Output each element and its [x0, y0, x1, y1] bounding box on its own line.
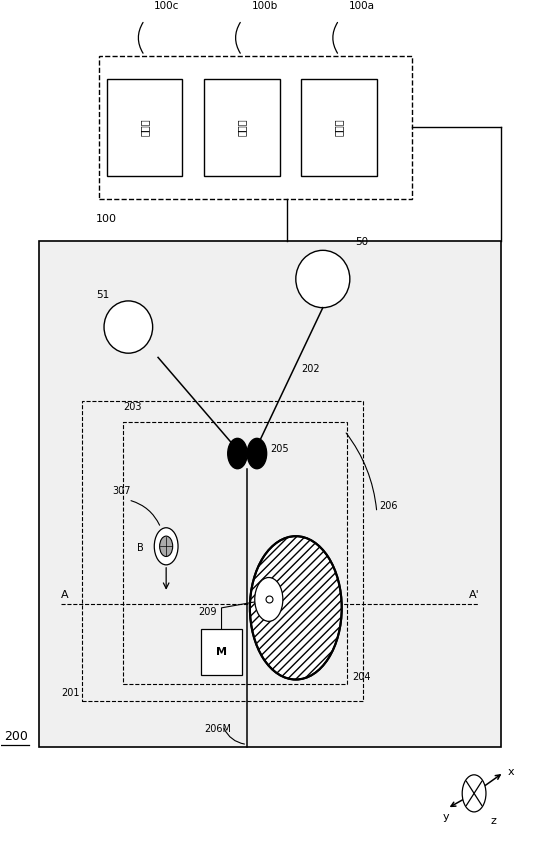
Text: 205: 205	[270, 444, 288, 455]
Text: 206M: 206M	[204, 724, 231, 734]
Text: 51: 51	[96, 289, 109, 299]
Ellipse shape	[296, 251, 350, 308]
Text: 202: 202	[301, 364, 320, 374]
Text: 50: 50	[355, 238, 368, 247]
Text: B: B	[137, 542, 143, 553]
Text: A': A'	[469, 590, 479, 601]
Text: M: M	[216, 647, 227, 657]
Text: 100b: 100b	[251, 1, 278, 11]
Text: 209: 209	[199, 607, 217, 617]
FancyBboxPatch shape	[201, 629, 242, 675]
Text: 307: 307	[112, 486, 131, 496]
Text: 203: 203	[123, 402, 141, 412]
Ellipse shape	[104, 301, 153, 353]
Text: 表示部: 表示部	[334, 118, 344, 136]
Text: 206: 206	[380, 501, 398, 511]
Circle shape	[247, 438, 267, 468]
Text: 201: 201	[61, 688, 80, 698]
Circle shape	[160, 536, 173, 557]
Text: 100a: 100a	[349, 1, 375, 11]
Circle shape	[255, 577, 283, 621]
Text: 記憶部: 記憶部	[237, 118, 247, 136]
Text: z: z	[490, 816, 496, 826]
Text: 100c: 100c	[154, 1, 180, 11]
Text: 判定部: 判定部	[140, 118, 149, 136]
Text: x: x	[508, 767, 514, 777]
Circle shape	[462, 775, 486, 812]
Circle shape	[228, 438, 247, 468]
Text: y: y	[443, 812, 450, 822]
Text: 100: 100	[96, 214, 117, 224]
Text: 204: 204	[352, 672, 371, 681]
FancyBboxPatch shape	[39, 241, 501, 747]
Circle shape	[154, 528, 178, 565]
Text: A: A	[61, 590, 68, 601]
Circle shape	[250, 536, 342, 680]
Text: 200: 200	[4, 730, 28, 743]
